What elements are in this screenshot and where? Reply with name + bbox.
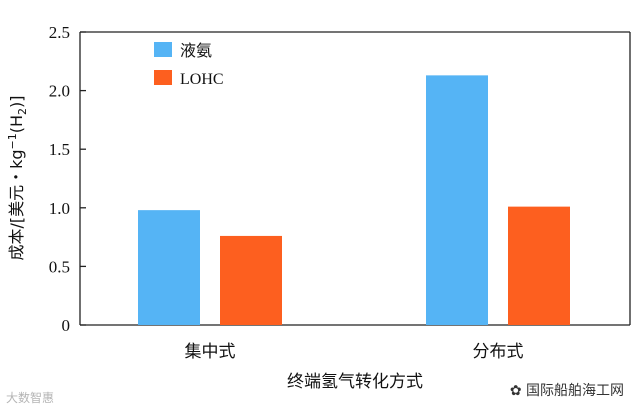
x-category-label: 集中式 xyxy=(185,342,236,362)
watermark-right: ✿ 国际船舶海工网 xyxy=(510,380,624,400)
watermark-right-text: 国际船舶海工网 xyxy=(526,383,624,399)
bar-lohc-1 xyxy=(508,206,570,325)
y-ticks: 0 0.5 1.0 1.5 2.0 2.5 xyxy=(49,23,86,335)
watermark-left: 大数智惠 xyxy=(6,391,55,405)
y-axis-label-end: )] xyxy=(7,95,26,107)
x-axis-label: 终端氢气转化方式 xyxy=(287,372,423,392)
legend-swatch-ammonia xyxy=(154,42,172,57)
bar-lohc-0 xyxy=(220,235,282,325)
y-axis-label-sup: −1 xyxy=(6,133,19,149)
bar-ammonia-0 xyxy=(138,210,200,325)
y-axis-label-tail: (H xyxy=(7,115,26,133)
y-tick-label: 2.5 xyxy=(49,23,70,42)
y-tick-label: 0.5 xyxy=(49,257,70,276)
legend-label-ammonia: 液氨 xyxy=(180,41,212,60)
x-category-label: 分布式 xyxy=(473,342,524,362)
bar-ammonia-1 xyxy=(426,75,488,325)
legend-label-lohc: LOHC xyxy=(180,71,224,88)
y-tick-label: 0 xyxy=(62,316,71,335)
category-labels: 集中式 分布式 xyxy=(185,342,524,362)
legend-swatch-lohc xyxy=(154,70,172,85)
y-tick-label: 2.0 xyxy=(49,82,70,101)
bars xyxy=(138,75,570,325)
wechat-icon: ✿ xyxy=(509,383,526,399)
y-axis-label: 成本/[美元・kg−1(H2)] xyxy=(6,95,29,260)
y-axis-label-main: 成本/[美元・kg xyxy=(7,149,26,260)
y-axis-label-sub: 2 xyxy=(16,108,29,115)
y-tick-label: 1.5 xyxy=(49,140,70,159)
legend: 液氨 LOHC xyxy=(154,41,224,88)
y-tick-label: 1.0 xyxy=(49,199,70,218)
